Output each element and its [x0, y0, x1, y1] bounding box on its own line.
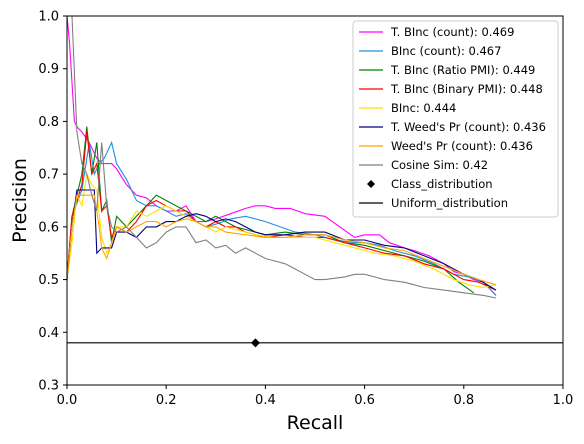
- x-axis-ticks: 0.0 0.2 0.4 0.6 0.8 1.0: [57, 385, 574, 408]
- class-distribution-marker: [250, 338, 260, 348]
- series-line-0: [66, 15, 497, 296]
- legend-label-9: Uniform_distribution: [391, 196, 508, 210]
- legend-label-2: T. BInc (Ratio PMI): 0.449: [390, 63, 535, 77]
- legend-label-4: BInc: 0.444: [391, 101, 456, 115]
- y-axis-ticks: 0.3 0.4 0.5 0.6 0.7 0.8 0.9 1.0: [38, 10, 67, 394]
- x-tick-label-2: 0.4: [255, 393, 276, 408]
- y-tick-label-0: 0.3: [38, 379, 59, 394]
- legend-box: [352, 20, 559, 218]
- series-layer: [66, 15, 497, 299]
- x-tick-label-4: 0.8: [453, 393, 474, 408]
- series-line-5: [66, 189, 497, 291]
- legend-label-3: T. BInc (Binary PMI): 0.448: [390, 82, 543, 96]
- legend-label-8: Class_distribution: [391, 177, 493, 191]
- legend-label-1: BInc (count): 0.467: [391, 44, 501, 58]
- x-tick-label-5: 1.0: [553, 393, 574, 408]
- x-tick-label-0: 0.0: [57, 393, 78, 408]
- x-tick-label-1: 0.2: [156, 393, 177, 408]
- plot-frame: [66, 15, 564, 386]
- legend-label-0: T. BInc (count): 0.469: [390, 25, 514, 39]
- series-line-6: [66, 194, 497, 286]
- y-tick-label-3: 0.6: [38, 220, 59, 235]
- series-line-2: [66, 126, 475, 294]
- legend-swatch-8: [367, 180, 375, 188]
- legend-label-5: T. Weed's Pr (count): 0.436: [390, 120, 546, 134]
- series-line-1: [66, 140, 497, 296]
- series-line-7: [67, 15, 497, 299]
- y-axis-label: Precision: [9, 158, 31, 243]
- y-tick-label-2: 0.5: [38, 273, 59, 288]
- reference-layer: [67, 338, 563, 348]
- legend-label-6: Weed's Pr (count): 0.436: [391, 139, 533, 153]
- legend: T. BInc (count): 0.469 BInc (count): 0.46…: [352, 20, 559, 218]
- legend-label-7: Cosine Sim: 0.42: [391, 158, 488, 172]
- y-tick-label-4: 0.7: [38, 168, 59, 183]
- y-tick-label-1: 0.4: [38, 326, 59, 341]
- x-tick-label-3: 0.6: [354, 393, 375, 408]
- y-tick-label-7: 1.0: [38, 10, 59, 25]
- y-tick-label-6: 0.9: [38, 62, 59, 77]
- x-axis-label: Recall: [287, 412, 344, 434]
- y-tick-label-5: 0.8: [38, 115, 59, 130]
